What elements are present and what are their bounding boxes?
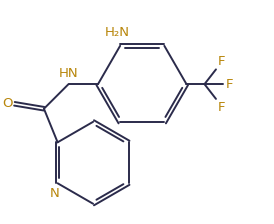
Text: F: F	[218, 55, 225, 68]
Text: O: O	[2, 97, 13, 110]
Text: H₂N: H₂N	[104, 26, 129, 39]
Text: F: F	[226, 78, 233, 91]
Text: HN: HN	[59, 67, 78, 80]
Text: F: F	[218, 101, 225, 114]
Text: N: N	[50, 187, 59, 200]
